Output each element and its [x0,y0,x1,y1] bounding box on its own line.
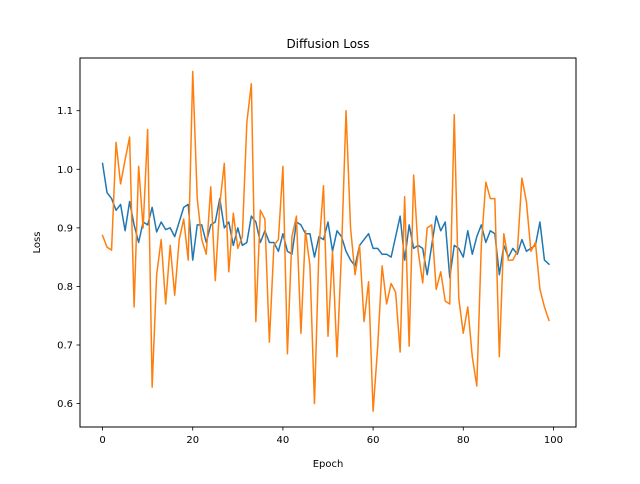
x-tick-label: 20 [186,435,199,446]
series-line-1 [101,162,551,279]
chart-title: Diffusion Loss [286,37,369,51]
y-tick-label: 1.0 [57,165,73,176]
y-tick-label: 0.8 [57,282,73,293]
x-tick-label: 0 [99,435,105,446]
y-tick-label: 0.6 [57,399,73,410]
y-axis: 0.6 0.7 0.8 0.9 1.0 1.1 [57,106,80,410]
x-axis-label: Epoch [313,459,344,470]
x-axis: 0 20 40 60 80 100 [99,427,563,446]
x-tick-label: 100 [544,435,563,446]
axes-frame [79,57,577,428]
x-tick-label: 40 [277,435,290,446]
series-layer [101,70,551,412]
plot-area [79,57,577,428]
y-tick-label: 1.1 [57,106,73,117]
x-tick-label: 60 [367,435,380,446]
series-line-2 [101,70,550,412]
y-axis-label: Loss [32,232,43,254]
y-tick-label: 0.7 [57,341,73,352]
y-tick-label: 0.9 [57,223,73,234]
x-tick-label: 80 [457,435,470,446]
